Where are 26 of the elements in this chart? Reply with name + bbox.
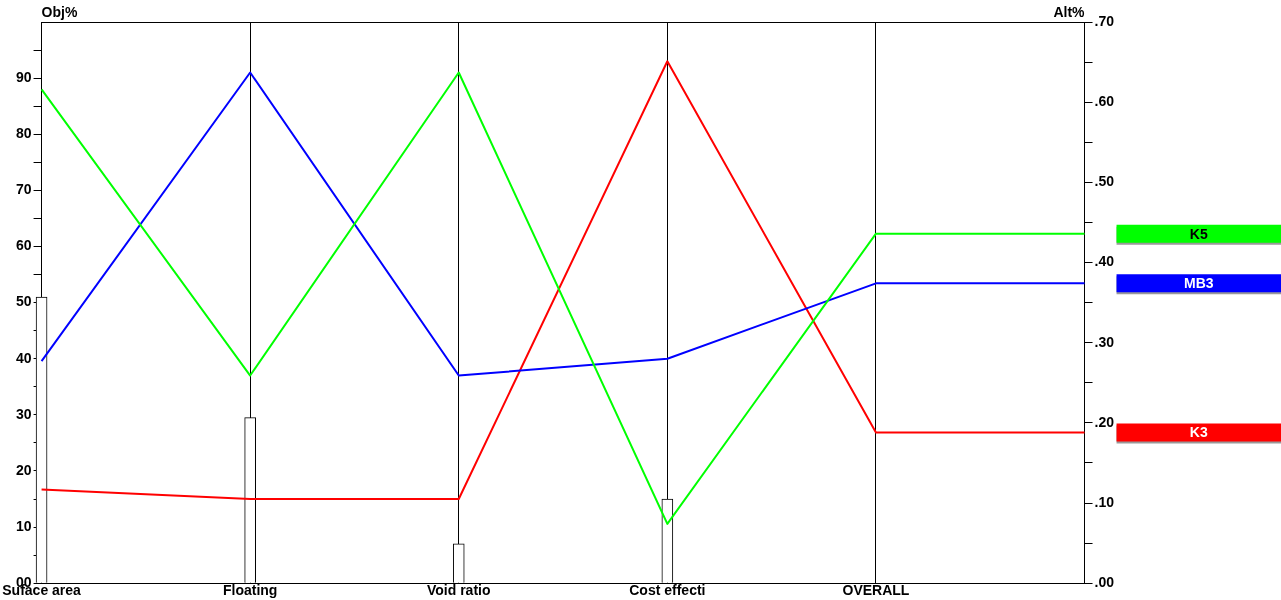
y2-axis-title: Alt% <box>1053 3 1086 20</box>
text: K3 <box>1189 424 1208 441</box>
y-tick-label: 40 <box>15 349 32 366</box>
y-tick-label: 70 <box>15 181 32 198</box>
y-tick-label: 50 <box>15 293 32 310</box>
y2-tick-label: .30 <box>1094 333 1115 350</box>
y2-tick-label: .00 <box>1094 574 1115 591</box>
y-tick-label: 80 <box>15 125 32 142</box>
x-tick-label: Void ratio <box>426 582 491 599</box>
y2-tick-label: .70 <box>1094 12 1115 29</box>
y-tick-label: 30 <box>15 405 32 422</box>
x-tick-label: Floating <box>222 582 278 599</box>
text: K5 <box>1189 225 1208 242</box>
y2-tick-label: .20 <box>1094 413 1115 430</box>
text: MB3 <box>1183 275 1214 292</box>
y2-tick-label: .10 <box>1094 493 1115 510</box>
y-tick-label: 10 <box>15 517 32 534</box>
x-tick-label: Cost effecti <box>629 582 706 599</box>
y2-tick-label: .60 <box>1094 93 1115 110</box>
y-tick-label: 90 <box>15 68 32 85</box>
y2-tick-label: .50 <box>1094 173 1115 190</box>
x-tick-label: OVERALL <box>842 582 910 599</box>
y-tick-label: 60 <box>15 237 32 254</box>
y-tick-label: 20 <box>15 461 32 478</box>
y2-tick-label: .40 <box>1094 253 1115 270</box>
y-axis-title: Obj% <box>41 3 78 20</box>
